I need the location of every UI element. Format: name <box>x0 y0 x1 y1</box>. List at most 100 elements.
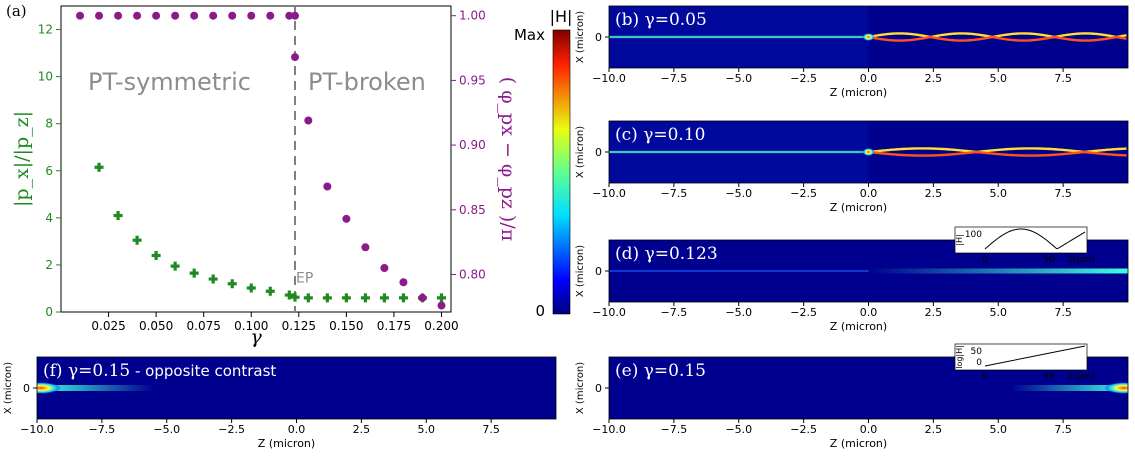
x-tick-label: −2.5 <box>790 423 817 436</box>
x-tick-label: −5.0 <box>725 306 752 319</box>
right-series-point <box>291 53 299 62</box>
x-tick-label: −5.0 <box>153 423 180 436</box>
x-tick-label: 5.0 <box>990 306 1008 319</box>
inset-x-tick: 50 <box>1043 372 1055 382</box>
left-series-point <box>290 292 300 302</box>
x-tick-label: 7.5 <box>482 423 500 436</box>
panel-e-heatmap: (e) γ=0.15 −10.0 −7.5 −5.0 −2.5 0.0 2.5 5.0 7.5 Z… <box>575 343 1129 450</box>
x-tick-label: −7.5 <box>661 72 688 85</box>
x-tick-label: 7.5 <box>1054 187 1072 200</box>
left-series-point <box>208 274 218 284</box>
x-tick-label: 5.0 <box>990 72 1008 85</box>
right-series-point <box>247 11 256 20</box>
panel-c-heatmap: (c) γ=0.10 −10.0 −7.5 −5.0 −2.5 0.0 2.5 5.0 7.5 Z… <box>575 120 1129 214</box>
interface-hotspot <box>862 33 875 41</box>
left-series-point <box>436 293 446 303</box>
panel-a-xlabel: γ <box>250 326 262 348</box>
wavy-field-lower <box>868 35 1127 42</box>
x-tick-label: 5.0 <box>418 423 436 436</box>
inset-x-tick: 0 <box>982 372 988 382</box>
right-series-point <box>152 11 161 20</box>
inset-curve <box>984 228 1086 250</box>
x-tick-label: 2.5 <box>925 306 943 319</box>
pt-symmetric-annotation: PT-symmetric <box>88 68 251 96</box>
y-left-tick-label: 10 <box>38 70 53 84</box>
x-tick-label: 0.0 <box>288 423 306 436</box>
guided-beam <box>609 35 869 39</box>
inset-frame <box>954 226 1088 254</box>
inset-x-label: Z(μm) <box>1067 255 1095 265</box>
ep-annotation: EP <box>296 271 313 287</box>
y-right-tick-label: 1.00 <box>459 9 486 23</box>
right-series-point <box>323 182 332 191</box>
left-series-point <box>303 293 313 303</box>
inset-y-label: log|H| <box>955 345 964 369</box>
x-tick-label: 5.0 <box>990 187 1008 200</box>
panel-label: (e) γ=0.15 <box>615 361 706 381</box>
x-tick-label: 2.5 <box>925 187 943 200</box>
y-right-tick-label: 0.85 <box>459 203 486 217</box>
panel-a-ylabel-left: |p_x|/|p_z| <box>11 111 33 207</box>
inset-x-tick: 0 <box>982 255 988 265</box>
x-tick-label: −7.5 <box>661 187 688 200</box>
x-tick-label: 0.025 <box>91 319 125 333</box>
right-series-point <box>266 11 275 20</box>
x-tick-label: 0.0 <box>860 72 878 85</box>
x-tick-label: 0.075 <box>187 319 221 333</box>
inset-x-tick: 50 <box>1043 255 1055 265</box>
x-tick-label: 5.0 <box>990 423 1008 436</box>
y-left-tick-label: 8 <box>45 117 53 131</box>
y-axis-label: X (micron) <box>575 245 586 297</box>
panel-a-label: (a) <box>6 2 27 20</box>
x-tick-label: 7.5 <box>1054 423 1072 436</box>
x-tick-label: −7.5 <box>89 423 116 436</box>
x-tick-label: 0.100 <box>234 319 268 333</box>
y-axis-label: X (micron) <box>575 126 586 178</box>
left-series-point <box>360 293 370 303</box>
left-series-point <box>246 283 256 293</box>
inset-x-label: Z(μm) <box>1067 372 1095 382</box>
y-axis-label: X (micron) <box>3 362 14 414</box>
y-left-tick-label: 6 <box>45 164 53 178</box>
inset-curve <box>984 345 1086 367</box>
left-series-point <box>284 290 294 300</box>
y-right-tick-label: 0.95 <box>459 73 486 87</box>
interface-hotspot <box>862 148 875 156</box>
x-tick-label: 7.5 <box>1054 306 1072 319</box>
right-series-point <box>285 11 294 20</box>
left-series-point <box>170 261 180 271</box>
left-series-point <box>379 293 389 303</box>
panel-label: (d) γ=0.123 <box>615 244 718 264</box>
right-series-point <box>76 11 85 20</box>
x-tick-label: 0.200 <box>424 319 458 333</box>
y-right-tick-label: 0.90 <box>459 138 486 152</box>
inset-frame <box>954 343 1088 371</box>
panel-b-heatmap: (b) γ=0.05 −10.0 −7.5 −5.0 −2.5 0.0 2.5 5.0 7.5 Z… <box>575 5 1129 99</box>
right-series-point <box>190 11 199 20</box>
y-right-tick-label: 0.80 <box>459 267 486 281</box>
x-tick-label: 0.175 <box>377 319 411 333</box>
x-tick-label: −10.0 <box>592 423 626 436</box>
pt-broken-annotation: PT-broken <box>308 68 426 96</box>
x-tick-label: 2.5 <box>353 423 371 436</box>
colorbar-gradient <box>552 29 571 315</box>
x-axis-label: Z (micron) <box>830 320 887 333</box>
inset-y-tick: 50 <box>971 347 983 357</box>
x-tick-label: 0.150 <box>329 319 363 333</box>
panel-label: (f) γ=0.15 - opposite contrast <box>43 361 276 381</box>
decaying-field <box>37 385 154 391</box>
right-series-point <box>171 11 180 20</box>
x-axis-label: Z (micron) <box>830 201 887 214</box>
y-axis-label: X (micron) <box>575 362 586 414</box>
wavy-field-upper <box>868 32 1127 39</box>
x-tick-label: −2.5 <box>790 187 817 200</box>
y-left-tick-label: 0 <box>45 305 53 319</box>
y-axis-label: X (micron) <box>575 11 586 63</box>
left-series-point <box>227 279 237 289</box>
growing-field <box>868 268 1128 274</box>
x-tick-label: 0.125 <box>282 319 316 333</box>
x-tick-label: −7.5 <box>661 423 688 436</box>
guided-beam <box>609 150 869 154</box>
x-tick-label: −2.5 <box>218 423 245 436</box>
